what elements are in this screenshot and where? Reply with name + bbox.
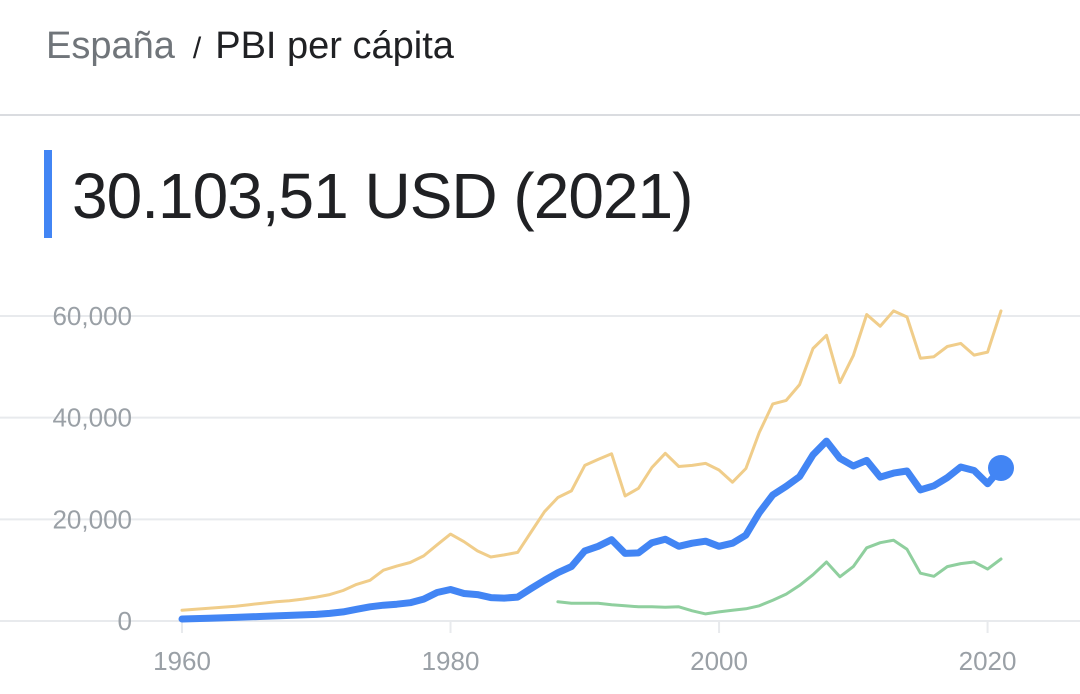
series-line-lower[interactable] [556,538,1003,616]
x-tick-label: 2020 [959,646,1017,676]
series-line-upper[interactable] [180,309,1003,612]
x-tick-label: 1960 [153,646,211,676]
latest-value-point[interactable] [988,454,1014,481]
headline-accent-bar [44,150,52,238]
chart-gridlines [0,315,1080,622]
chart-series [178,309,1005,623]
breadcrumb-country-link[interactable]: España [46,25,175,67]
x-axis-tick-labels: 1960 1980 2000 2020 [153,621,1016,676]
y-tick-label: 40,000 [52,403,132,433]
x-tick-label: 2000 [690,646,748,676]
breadcrumb-current-page: PBI per cápita [215,25,454,67]
y-tick-label: 0 [118,606,132,636]
breadcrumb: España / PBI per cápita [46,22,454,73]
x-tick-label: 1980 [422,646,480,676]
chart-highlight[interactable] [988,454,1014,481]
header-divider [0,114,1080,116]
breadcrumb-separator: / [192,32,202,65]
y-tick-label: 60,000 [52,301,132,331]
y-axis-tick-labels: 0 20,000 40,000 60,000 [52,301,132,636]
y-tick-label: 20,000 [52,504,132,534]
headline-value: 30.103,51 USD (2021) [72,160,693,232]
series-line-main[interactable] [178,437,1005,623]
